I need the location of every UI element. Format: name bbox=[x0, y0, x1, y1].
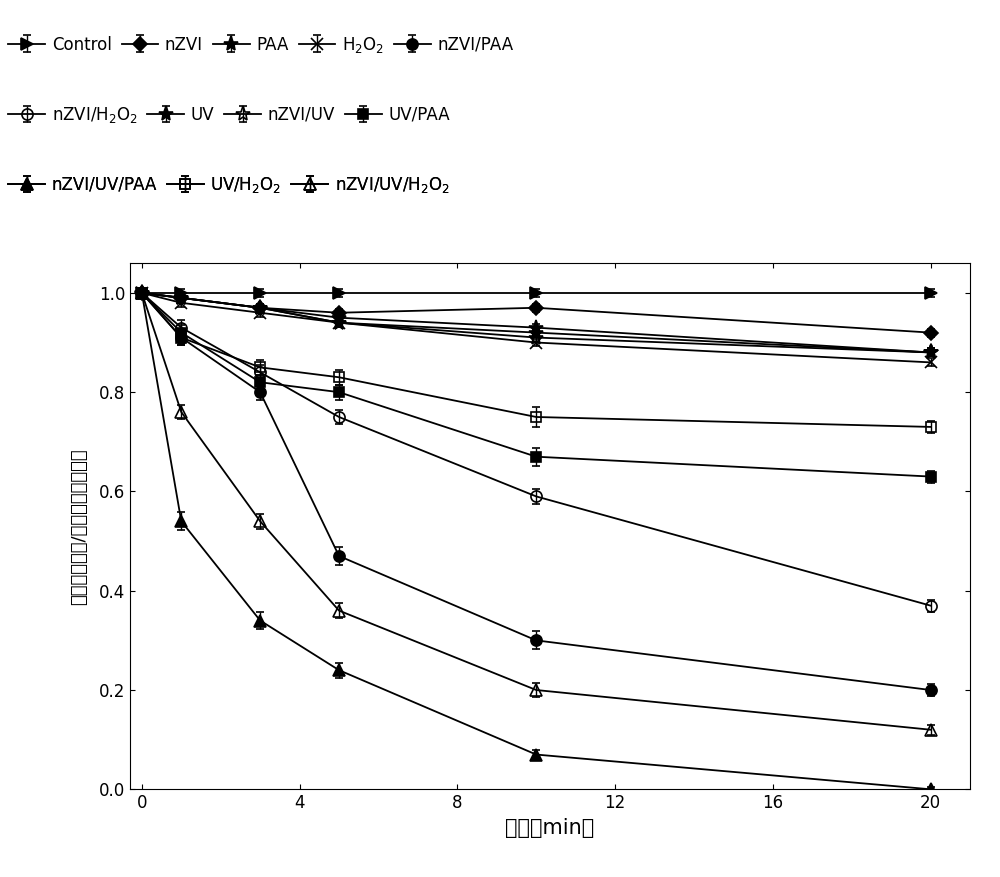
Y-axis label: 蕃旋醓素浓度/蕃旋醓素初始浓度: 蕃旋醓素浓度/蕃旋醓素初始浓度 bbox=[70, 448, 88, 604]
X-axis label: 时间（min）: 时间（min） bbox=[505, 817, 595, 838]
Legend: nZVI/UV/PAA, UV/H$_2$O$_2$, nZVI/UV/H$_2$O$_2$: nZVI/UV/PAA, UV/H$_2$O$_2$, nZVI/UV/H$_2… bbox=[8, 175, 449, 195]
